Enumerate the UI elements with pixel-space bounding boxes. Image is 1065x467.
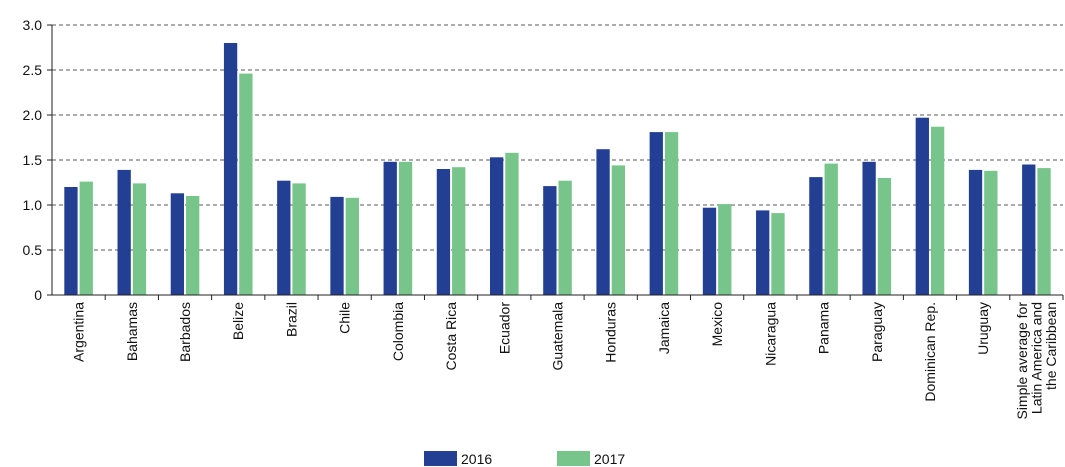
- y-tick-label: 1.5: [23, 152, 43, 168]
- legend-swatch: [557, 451, 590, 466]
- x-tick-label: Nicaragua: [762, 302, 778, 366]
- bar: [930, 126, 945, 295]
- bar: [383, 161, 397, 295]
- bar: [664, 132, 679, 295]
- bar: [543, 186, 557, 295]
- x-tick-label: Simple average forLatin America andthe C…: [1014, 302, 1059, 420]
- y-tick-label: 3.0: [23, 17, 43, 33]
- x-tick-label: Barbados: [177, 302, 193, 362]
- bar: [452, 167, 466, 295]
- x-tick-label: Chile: [337, 302, 353, 334]
- x-tick-label: Paraguay: [869, 302, 885, 362]
- x-tick-label: Brazil: [283, 302, 299, 337]
- x-tick-label: Belize: [230, 302, 246, 340]
- y-tick-label: 2.0: [23, 107, 43, 123]
- bar: [186, 196, 200, 295]
- bar: [223, 43, 238, 295]
- bar: [862, 161, 876, 295]
- y-tick-label: 0: [34, 287, 42, 303]
- y-tick-label: 0.5: [23, 242, 43, 258]
- legend-label: 2017: [594, 451, 625, 467]
- bar: [345, 197, 359, 295]
- bar: [718, 204, 732, 295]
- bar: [292, 183, 306, 295]
- bar: [505, 152, 519, 295]
- bar: [277, 180, 291, 295]
- x-tick-label: Costa Rica: [443, 302, 459, 371]
- bar: [436, 169, 451, 295]
- y-tick-label: 1.0: [23, 197, 43, 213]
- x-tick-label: Argentina: [71, 302, 87, 362]
- y-tick-label: 2.5: [23, 62, 43, 78]
- x-tick-label: Mexico: [709, 302, 725, 347]
- legend-swatch: [424, 451, 457, 466]
- bar: [915, 117, 929, 295]
- bar: [79, 181, 93, 295]
- bar: [239, 73, 253, 295]
- bar: [117, 169, 131, 295]
- bar: [968, 169, 983, 295]
- bar: [489, 157, 504, 295]
- bar: [771, 213, 785, 295]
- x-tick-label: Guatemala: [550, 302, 566, 371]
- x-tick-label: Uruguay: [975, 302, 991, 355]
- bar: [877, 178, 892, 295]
- bar: [824, 163, 838, 295]
- bar: [330, 196, 344, 295]
- legend-label: 2016: [461, 451, 492, 467]
- bar: [756, 210, 770, 295]
- bar: [1037, 168, 1051, 295]
- bar: [596, 149, 610, 295]
- x-tick-label: Honduras: [603, 302, 619, 363]
- bar: [1022, 164, 1036, 295]
- bar: [809, 177, 823, 295]
- bar: [398, 161, 413, 295]
- bar: [702, 207, 717, 295]
- x-tick-label: Bahamas: [124, 302, 140, 361]
- bar: [558, 180, 572, 295]
- bar: [649, 132, 663, 295]
- bar: [64, 187, 78, 295]
- bar: [170, 193, 185, 295]
- x-tick-label: Panama: [816, 302, 832, 354]
- x-tick-label: Dominican Rep.: [922, 302, 938, 402]
- x-tick-label: Ecuador: [496, 302, 512, 354]
- x-tick-label: Jamaica: [656, 302, 672, 354]
- bar: [984, 170, 998, 295]
- bar: [132, 183, 147, 295]
- bar: [611, 165, 626, 295]
- x-tick-label: Colombia: [390, 302, 406, 361]
